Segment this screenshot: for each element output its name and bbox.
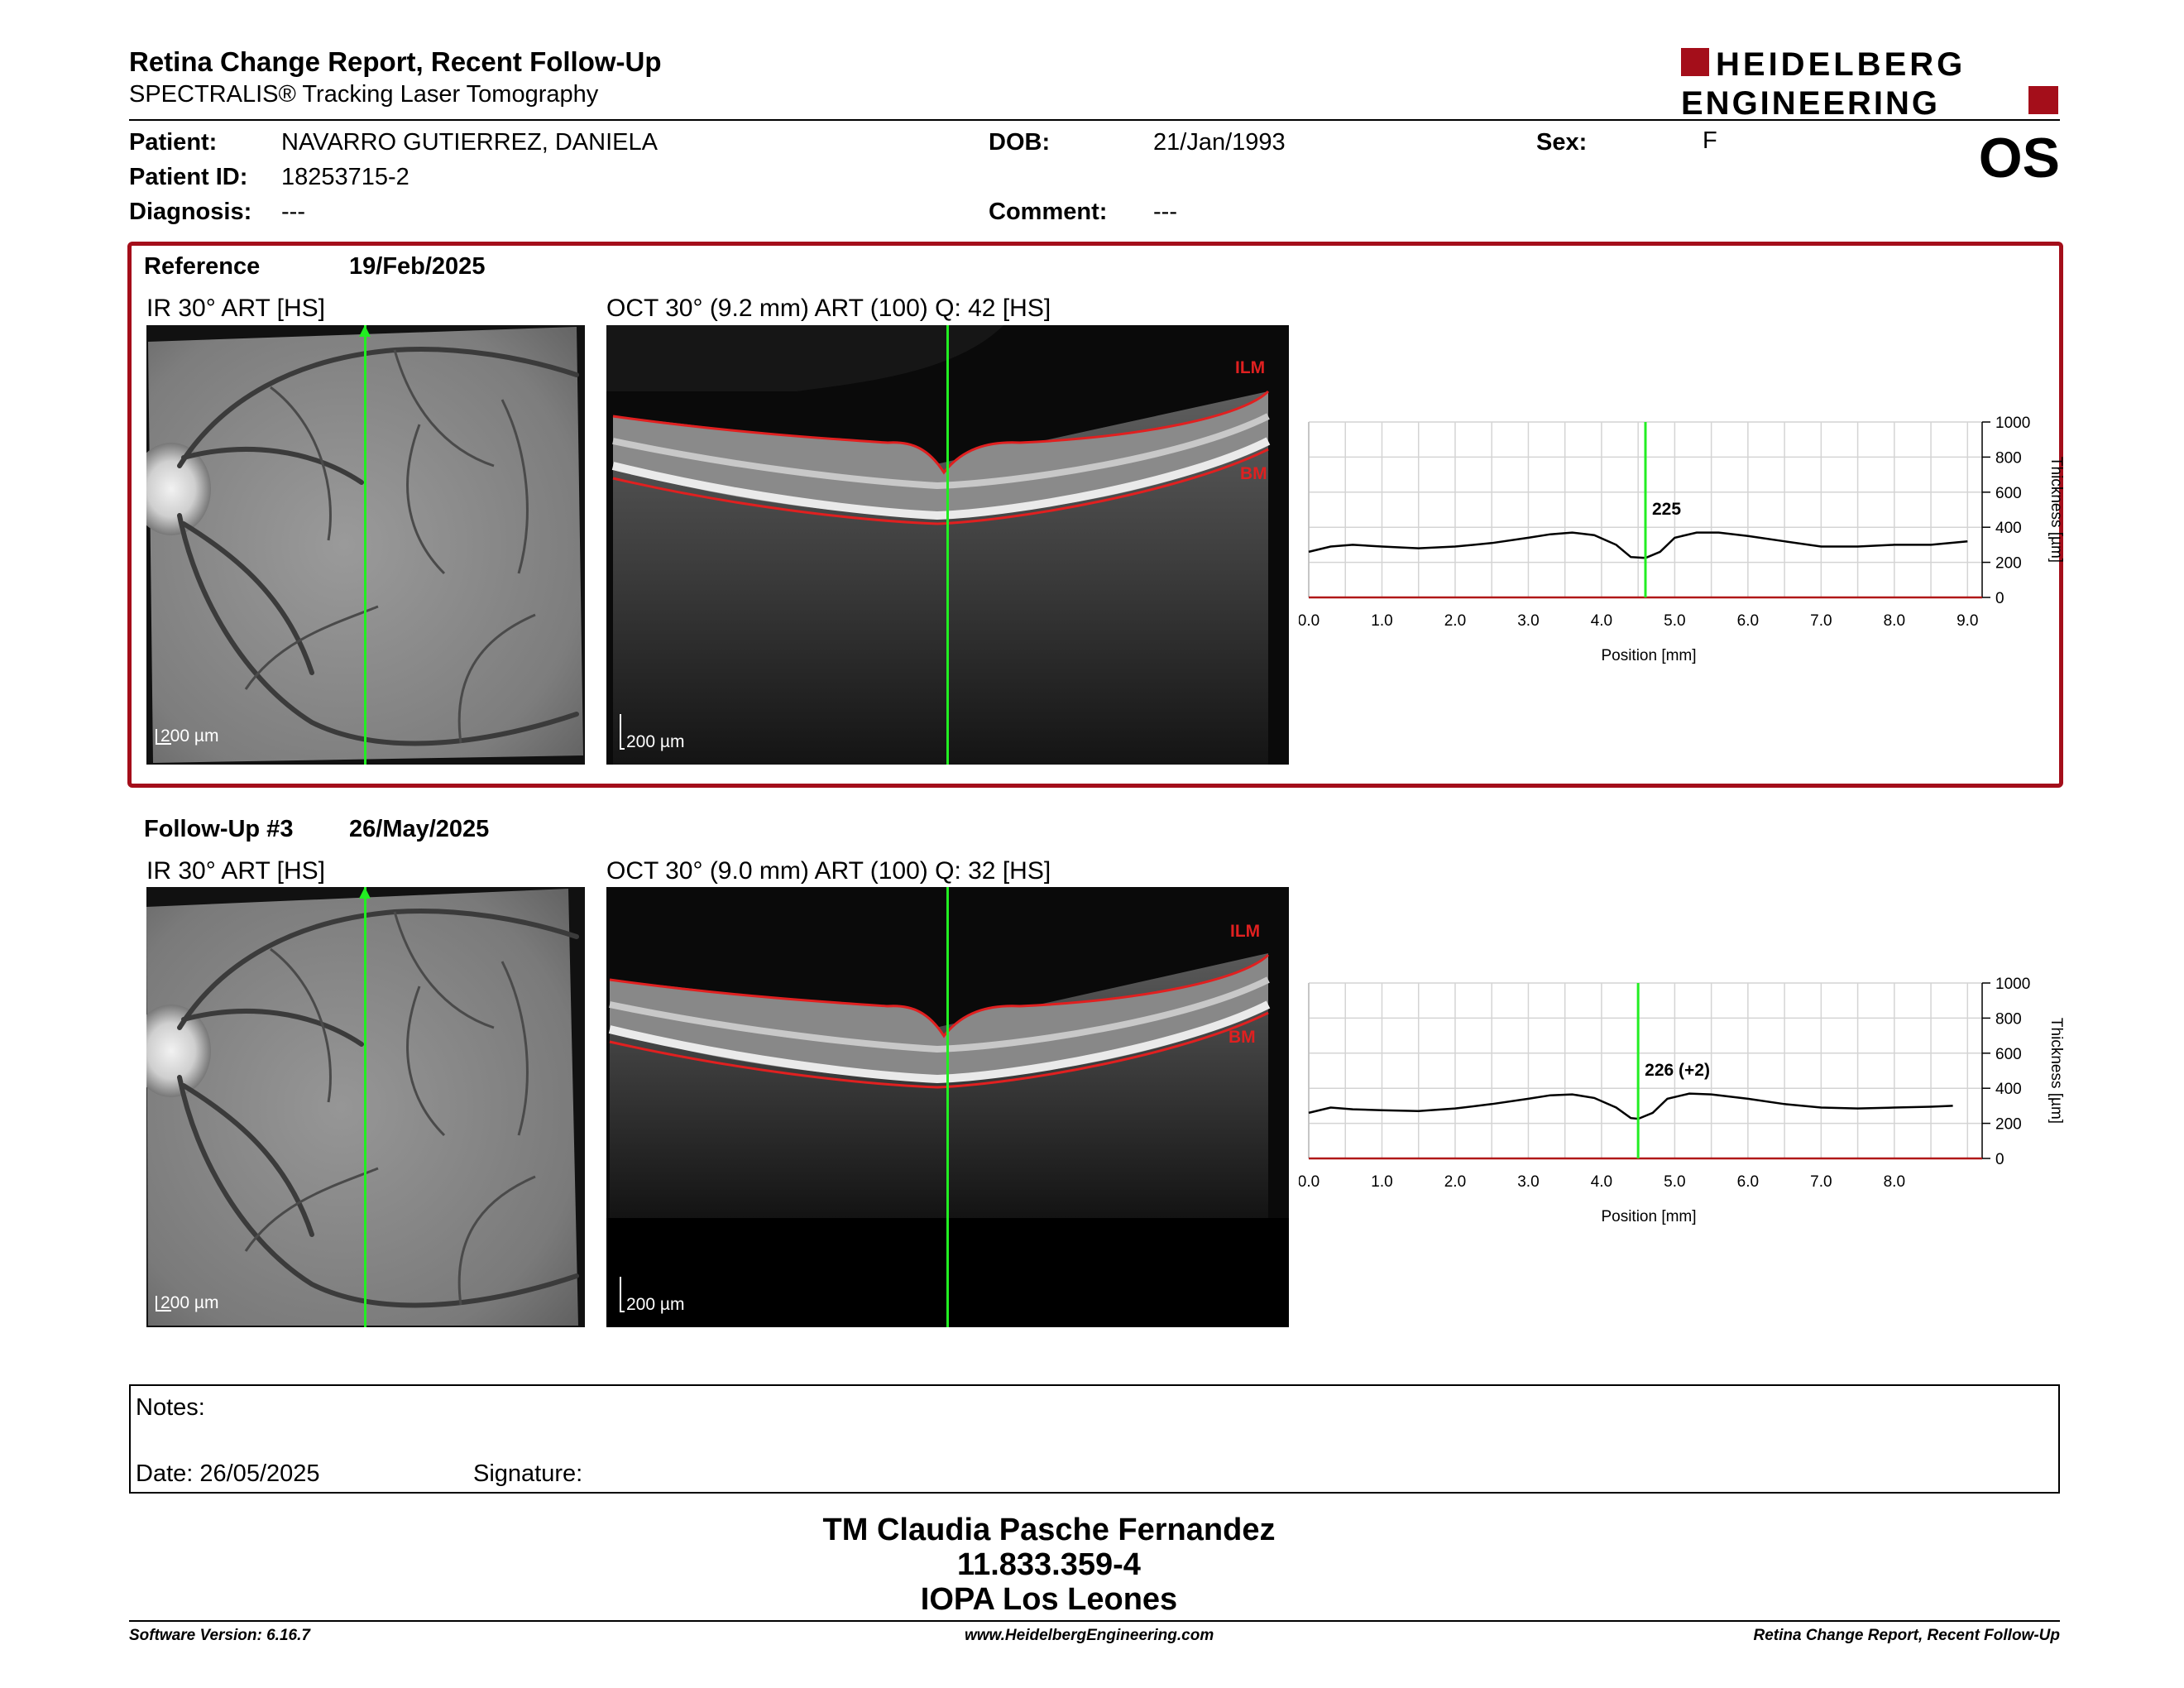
notes-box[interactable]: Notes: Date: 26/05/2025 Signature: <box>129 1384 2060 1494</box>
svg-text:200 µm: 200 µm <box>160 727 218 746</box>
sex-value: F <box>1703 127 1717 154</box>
y-tick-label: 600 <box>1995 1046 2022 1063</box>
sex-label: Sex: <box>1536 129 1588 156</box>
x-tick-label: 2.0 <box>1444 1173 1466 1191</box>
y-tick-label: 1000 <box>1995 415 2030 432</box>
followup-scan-line <box>364 887 366 1327</box>
dob-label: DOB: <box>989 129 1051 156</box>
x-tick-label: 9.0 <box>1956 612 1978 630</box>
reference-oct-label: OCT 30° (9.2 mm) ART (100) Q: 42 [HS] <box>606 295 1051 322</box>
x-axis-label: Position [mm] <box>1601 1208 1696 1225</box>
reference-ir-label: IR 30° ART [HS] <box>146 295 325 322</box>
x-tick-label: 1.0 <box>1371 1173 1392 1191</box>
followup-thickness-chart: 0 200 400 600 800 1000 0.0 1.0 2.0 3.0 4.0 5.0 6.0 7.… <box>1299 976 2065 1225</box>
y-tick-label: 400 <box>1995 1081 2022 1098</box>
x-tick-label: 1.0 <box>1371 612 1392 630</box>
x-tick-label: 4.0 <box>1591 1173 1612 1191</box>
x-tick-label: 8.0 <box>1884 1173 1905 1191</box>
x-tick-label: 7.0 <box>1810 1173 1832 1191</box>
x-tick-label: 4.0 <box>1591 612 1612 630</box>
header-divider <box>129 119 2060 121</box>
x-tick-label: 5.0 <box>1664 1173 1685 1191</box>
software-version: Software Version: 6.16.7 <box>129 1627 310 1644</box>
y-tick-label: 400 <box>1995 520 2022 537</box>
signature-label: Signature: <box>473 1460 583 1487</box>
patient-name: NAVARRO GUTIERREZ, DANIELA <box>281 129 658 156</box>
followup-oct-label: OCT 30° (9.0 mm) ART (100) Q: 32 [HS] <box>606 857 1051 885</box>
y-tick-label: 800 <box>1995 1010 2022 1028</box>
cursor-thickness-label: 225 <box>1652 500 1681 519</box>
reference-oct-bscan: ILM BM 200 µm <box>606 325 1289 765</box>
followup-oct-cursor <box>946 887 949 1327</box>
eye-indicator: OS <box>1978 127 2060 189</box>
footer-divider <box>129 1620 2060 1622</box>
reference-ir-fundus-image: 200 µm <box>146 325 585 765</box>
institution-name: IOPA Los Leones <box>920 1582 1178 1617</box>
y-axis-label: Thickness [µm] <box>2048 1018 2065 1124</box>
svg-text:ILM: ILM <box>1235 358 1265 377</box>
notes-date: Date: 26/05/2025 <box>136 1460 320 1487</box>
comment-label: Comment: <box>989 199 1108 225</box>
y-axis-label: Thickness [µm] <box>2048 457 2065 563</box>
svg-text:ENGINEERING: ENGINEERING <box>1681 85 1940 119</box>
svg-text:BM: BM <box>1240 464 1267 483</box>
followup-ir-label: IR 30° ART [HS] <box>146 857 325 885</box>
x-tick-label: 6.0 <box>1737 1173 1759 1191</box>
reference-label: Reference <box>144 253 261 280</box>
report-title: Retina Change Report, Recent Follow-Up <box>129 46 662 77</box>
reference-oct-cursor <box>946 325 949 765</box>
patient-label: Patient: <box>129 129 218 156</box>
svg-text:BM: BM <box>1228 1028 1256 1047</box>
thickness-series-line <box>1308 531 1968 559</box>
diagnosis-label: Diagnosis: <box>129 199 252 225</box>
followup-ir-fundus-image: 200 µm <box>146 887 585 1327</box>
x-tick-label: 2.0 <box>1444 612 1466 630</box>
y-tick-label: 1000 <box>1995 976 2030 993</box>
y-tick-label: 600 <box>1995 485 2022 502</box>
reference-thickness-chart: 0 200 400 600 800 1000 0.0 1.0 2.0 3.0 4.0 5.0 6.0 7.… <box>1299 415 2065 664</box>
x-tick-label: 5.0 <box>1664 612 1685 630</box>
thickness-series-line <box>1308 1092 1953 1120</box>
reference-date: 19/Feb/2025 <box>349 253 486 280</box>
svg-text:200 µm: 200 µm <box>626 1295 684 1314</box>
x-tick-label: 6.0 <box>1737 612 1759 630</box>
clinician-id: 11.833.359-4 <box>957 1547 1141 1582</box>
y-tick-label: 200 <box>1995 1116 2022 1134</box>
dob-value: 21/Jan/1993 <box>1153 129 1286 156</box>
svg-text:200 µm: 200 µm <box>160 1293 218 1312</box>
x-tick-label: 0.0 <box>1299 612 1320 630</box>
followup-oct-bscan: ILM BM 200 µm <box>606 887 1289 1327</box>
followup-label: Follow-Up #3 <box>144 816 294 842</box>
reference-scan-line <box>364 325 366 765</box>
cursor-thickness-label: 226 (+2) <box>1645 1061 1710 1080</box>
notes-label: Notes: <box>136 1394 205 1421</box>
svg-text:ILM: ILM <box>1230 922 1260 941</box>
svg-text:200 µm: 200 µm <box>626 732 684 751</box>
x-tick-label: 3.0 <box>1517 1173 1539 1191</box>
y-tick-label: 800 <box>1995 449 2022 467</box>
diagnosis-value: --- <box>281 199 305 225</box>
patient-id-label: Patient ID: <box>129 164 248 190</box>
scan-direction-arrow-icon <box>359 325 371 337</box>
svg-text:HEIDELBERG: HEIDELBERG <box>1716 46 1966 83</box>
y-tick-label: 200 <box>1995 555 2022 573</box>
clinician-name: TM Claudia Pasche Fernandez <box>822 1513 1276 1547</box>
y-tick-label: 0 <box>1995 1151 2004 1168</box>
reference-frame <box>127 242 2063 788</box>
x-tick-label: 7.0 <box>1810 612 1832 630</box>
x-tick-label: 3.0 <box>1517 612 1539 630</box>
scan-direction-arrow-icon <box>359 887 371 899</box>
heidelberg-logo: HEIDELBERG ENGINEERING <box>1681 46 2058 119</box>
report-subtitle: SPECTRALIS® Tracking Laser Tomography <box>129 81 599 108</box>
footer-report-name: Retina Change Report, Recent Follow-Up <box>1753 1627 2060 1644</box>
y-tick-label: 0 <box>1995 590 2004 607</box>
followup-date: 26/May/2025 <box>349 816 490 842</box>
x-tick-label: 0.0 <box>1299 1173 1320 1191</box>
x-axis-label: Position [mm] <box>1601 647 1696 664</box>
comment-value: --- <box>1153 199 1177 225</box>
patient-id: 18253715-2 <box>281 164 410 190</box>
x-tick-label: 8.0 <box>1884 612 1905 630</box>
website-link[interactable]: www.HeidelbergEngineering.com <box>965 1627 1214 1644</box>
